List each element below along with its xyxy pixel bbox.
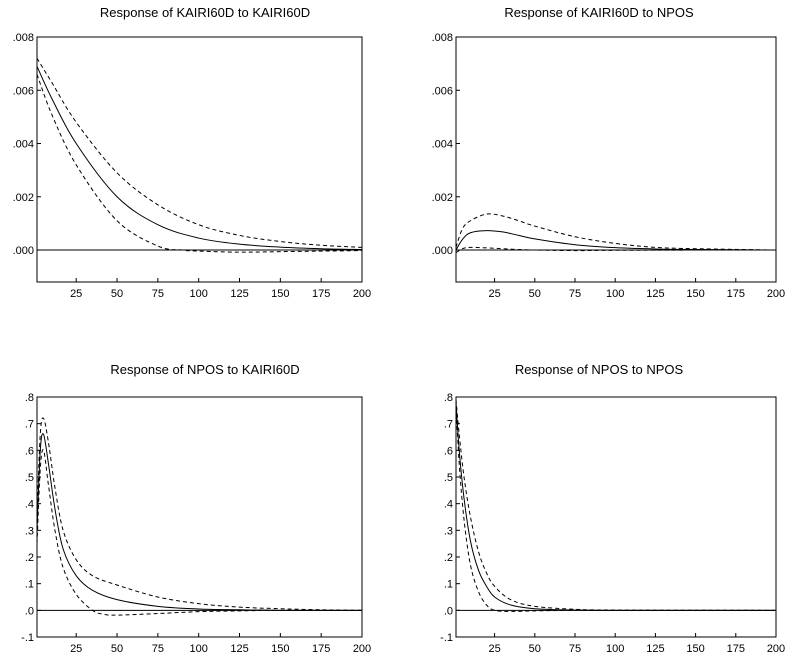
confidence-band-line — [455, 246, 777, 254]
x-tick-label: 25 — [488, 643, 500, 655]
y-tick-label: .002 — [13, 192, 34, 204]
y-tick-label: .006 — [13, 85, 34, 97]
x-tick-label: 25 — [70, 288, 82, 300]
y-tick-label: .3 — [25, 525, 34, 537]
y-tick-label: .000 — [13, 245, 34, 257]
y-tick-label: .0 — [25, 605, 34, 617]
panel-title: Response of NPOS to NPOS — [514, 362, 684, 377]
y-tick-label: .6 — [444, 445, 453, 457]
y-tick-label: .8 — [25, 392, 34, 404]
plot-frame — [455, 396, 777, 638]
x-tick-label: 175 — [312, 643, 330, 655]
panel-title: Response of KAIRI60D to KAIRI60D — [99, 5, 311, 20]
x-tick-label: 25 — [70, 643, 82, 655]
y-tick-label: .3 — [444, 525, 453, 537]
y-tick-label: .5 — [25, 472, 34, 484]
x-tick-label: 125 — [646, 288, 664, 300]
response-line — [36, 66, 363, 251]
x-tick-label: 200 — [353, 288, 371, 300]
response-line — [36, 433, 363, 611]
x-tick-label: 100 — [606, 288, 624, 300]
y-tick-label: .000 — [432, 245, 453, 257]
y-tick-label: .002 — [432, 192, 453, 204]
panel-title: Response of NPOS to KAIRI60D — [110, 362, 300, 377]
y-tick-label: .1 — [444, 579, 453, 591]
response-line — [455, 230, 777, 251]
y-tick-label: .4 — [25, 499, 34, 511]
x-tick-label: 150 — [271, 643, 289, 655]
x-tick-label: 200 — [353, 643, 371, 655]
y-tick-label: .2 — [25, 552, 34, 564]
confidence-band-line — [36, 58, 363, 248]
x-tick-label: 150 — [271, 288, 289, 300]
x-tick-label: 50 — [529, 288, 541, 300]
y-tick-label: .004 — [432, 139, 453, 151]
x-tick-label: 175 — [312, 288, 330, 300]
confidence-band-line — [36, 74, 363, 253]
y-tick-label: .8 — [444, 392, 453, 404]
panel-title: Response of KAIRI60D to NPOS — [504, 5, 694, 20]
x-tick-label: 50 — [111, 288, 123, 300]
confidence-band-line — [36, 449, 363, 616]
confidence-band-line — [455, 399, 777, 611]
chart-panel: -.1 .0 .1 .2 .3 .4 .5 .6 .7 .8 25 50 75 100 125 150 175 2… — [440, 392, 785, 655]
x-tick-label: 125 — [230, 643, 248, 655]
x-tick-label: 100 — [190, 288, 208, 300]
x-tick-label: 150 — [686, 288, 704, 300]
plot-frame — [36, 396, 363, 638]
y-tick-label: .004 — [13, 139, 34, 151]
x-tick-label: 25 — [488, 288, 500, 300]
y-tick-label: -.1 — [440, 632, 453, 644]
x-tick-label: 175 — [727, 643, 745, 655]
confidence-band-line — [455, 213, 777, 251]
x-tick-label: 125 — [230, 288, 248, 300]
confidence-band-line — [36, 417, 363, 611]
y-tick-label: .6 — [25, 445, 34, 457]
y-tick-label: .008 — [13, 32, 34, 44]
x-tick-label: 200 — [767, 288, 785, 300]
y-tick-label: .008 — [432, 32, 453, 44]
plot-frame — [36, 36, 363, 283]
x-tick-label: 75 — [569, 643, 581, 655]
x-tick-label: 75 — [152, 288, 164, 300]
x-tick-label: 200 — [767, 643, 785, 655]
y-tick-label: .4 — [444, 499, 453, 511]
y-tick-label: .5 — [444, 472, 453, 484]
x-tick-label: 175 — [727, 288, 745, 300]
y-tick-label: .7 — [444, 419, 453, 431]
chart-panel: .000 .002 .004 .006 .008 25 50 75 100 125 150 175 20… — [432, 32, 786, 300]
chart-panel: .000 .002 .004 .006 .008 25 50 75 100 125 150 175 20… — [13, 32, 372, 300]
x-tick-label: 50 — [111, 643, 123, 655]
y-tick-label: .2 — [444, 552, 453, 564]
x-tick-label: 50 — [529, 643, 541, 655]
x-tick-label: 125 — [646, 643, 664, 655]
confidence-band-line — [455, 404, 776, 612]
response-line — [455, 402, 777, 611]
x-tick-label: 75 — [152, 643, 164, 655]
y-tick-label: .006 — [432, 85, 453, 97]
chart-panel: -.1 .0 .1 .2 .3 .4 .5 .6 .7 .8 25 50 75 100 125 150 175 2… — [21, 392, 371, 655]
plot-frame — [455, 36, 777, 283]
y-tick-label: .7 — [25, 419, 34, 431]
y-tick-label: .0 — [444, 605, 453, 617]
x-tick-label: 75 — [569, 288, 581, 300]
x-tick-label: 100 — [190, 643, 208, 655]
y-tick-label: .1 — [25, 579, 34, 591]
y-tick-label: -.1 — [21, 632, 34, 644]
x-tick-label: 150 — [686, 643, 704, 655]
x-tick-label: 100 — [606, 643, 624, 655]
